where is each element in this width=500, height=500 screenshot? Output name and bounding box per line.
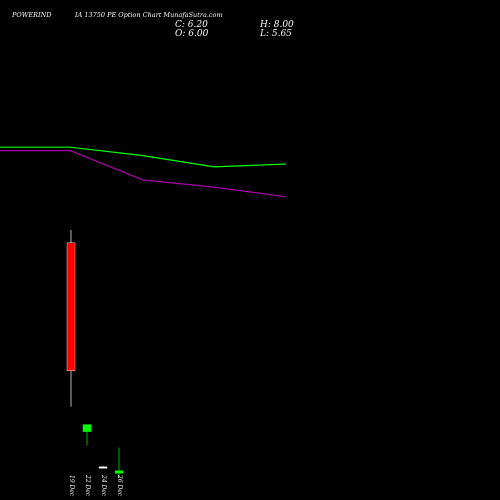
overlay-line-2 <box>0 150 287 198</box>
overlay-line-1 <box>0 146 287 168</box>
x-tick-label-4: 26 Dec <box>116 474 123 497</box>
close-value: C: 6.20 <box>175 20 208 30</box>
open-value: O: 6.00 <box>175 29 209 39</box>
candle-body-3 <box>98 466 108 469</box>
high-value: H: 8.00 <box>260 20 294 30</box>
x-tick-label-3: 24 Dec <box>100 474 107 497</box>
candle-body-4 <box>114 470 124 474</box>
low-value: L: 5.65 <box>260 29 292 39</box>
candle-body-2 <box>82 424 92 432</box>
x-tick-label-1: 19 Dec <box>68 475 75 497</box>
symbol-label: POWERIND <box>12 11 52 19</box>
chart-subtitle: IA 13750 PE Option Chart MunafaSutra.com <box>75 11 223 19</box>
x-tick-label-2: 22 Dec <box>84 474 91 497</box>
candle-body-1 <box>66 242 76 372</box>
